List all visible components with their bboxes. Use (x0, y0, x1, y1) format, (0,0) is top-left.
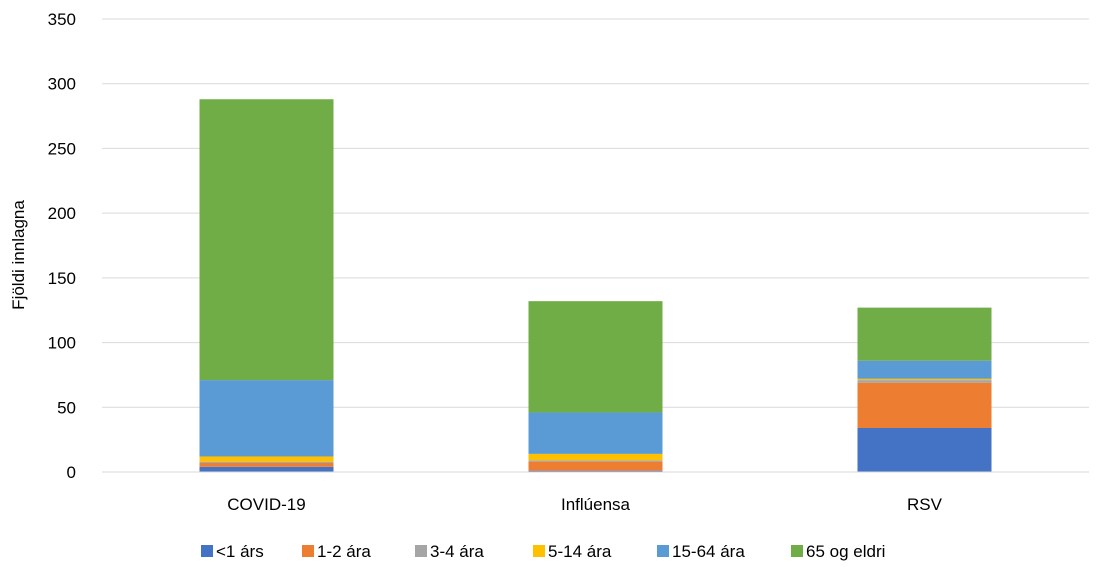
bar-segment (528, 453, 663, 461)
bar-segment (857, 382, 992, 428)
bar-segment (857, 360, 992, 379)
legend-swatch (533, 545, 545, 557)
bar-segment (528, 460, 663, 462)
legend-swatch (657, 545, 669, 557)
x-category-label: Inflúensa (561, 495, 631, 514)
bar-segment (857, 378, 992, 381)
y-axis-label: Fjöldi innlagna (9, 200, 28, 310)
y-tick-label: 350 (48, 10, 76, 29)
bar-segment (528, 412, 663, 454)
x-axis-categories: COVID-19 Inflúensa RSV (227, 495, 942, 514)
legend-label: 65 og eldri (806, 542, 885, 561)
legend-label: 15-64 ára (672, 542, 745, 561)
legend-label: 5-14 ára (548, 542, 612, 561)
bar-segment (528, 470, 663, 472)
bar-segment (857, 307, 992, 361)
legend-label: <1 árs (216, 542, 264, 561)
y-tick-label: 200 (48, 204, 76, 223)
bar-segment (528, 301, 663, 413)
legend-swatch (791, 545, 803, 557)
y-tick-label: 100 (48, 334, 76, 353)
legend-label: 3-4 ára (430, 542, 484, 561)
legend-swatch (302, 545, 314, 557)
bar-segment (199, 380, 334, 457)
bar-segment (199, 461, 334, 463)
y-axis-ticks: 0 50 100 150 200 250 300 350 (48, 10, 76, 482)
y-tick-label: 50 (57, 398, 76, 417)
legend-swatch (415, 545, 427, 557)
y-tick-label: 300 (48, 75, 76, 94)
legend-label: 1-2 ára (317, 542, 371, 561)
legend-swatch (201, 545, 213, 557)
bar-segment (199, 466, 334, 472)
bar-segment (199, 456, 334, 462)
x-category-label: RSV (907, 495, 943, 514)
y-tick-label: 250 (48, 139, 76, 158)
y-tick-label: 0 (67, 463, 76, 482)
y-tick-label: 150 (48, 269, 76, 288)
bar-segment (857, 427, 992, 472)
bars (199, 99, 992, 472)
legend: <1 árs 1-2 ára 3-4 ára 5-14 ára 15-64 ára 65 … (201, 542, 885, 561)
bar-segment (528, 461, 663, 471)
x-category-label: COVID-19 (227, 495, 305, 514)
bar-segment (199, 99, 334, 381)
bar-segment (199, 462, 334, 467)
bar-segment (857, 380, 992, 383)
